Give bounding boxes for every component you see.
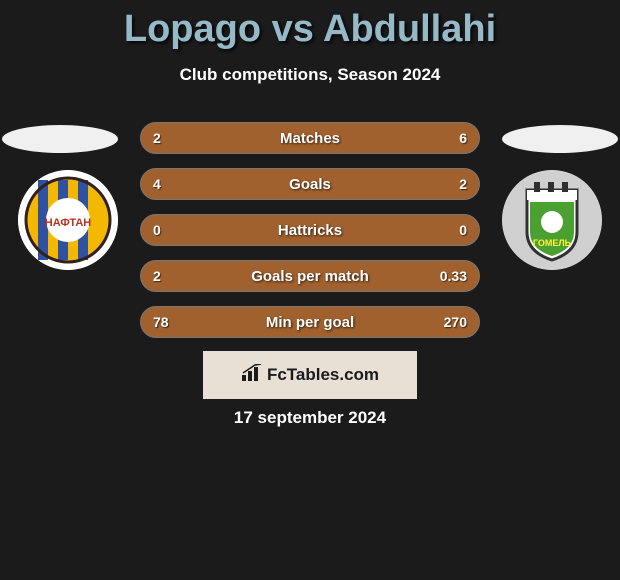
page-title: Lopago vs Abdullahi	[0, 0, 620, 51]
stat-left-value: 4	[153, 176, 189, 192]
stat-right-value: 0	[431, 222, 467, 238]
stat-label: Min per goal	[266, 314, 354, 331]
stat-left-value: 0	[153, 222, 189, 238]
stat-row-matches: 2 Matches 6	[140, 122, 480, 154]
right-team-badge-icon: ГОМЕЛЬ	[502, 170, 602, 270]
stat-row-gpm: 2 Goals per match 0.33	[140, 260, 480, 292]
right-team-ellipse	[502, 125, 618, 153]
stat-right-value: 270	[431, 314, 467, 330]
stat-left-value: 2	[153, 130, 189, 146]
date-text: 17 september 2024	[0, 408, 620, 428]
fctables-text: FcTables.com	[267, 365, 379, 385]
stat-label: Hattricks	[278, 222, 342, 239]
stat-right-value: 0.33	[431, 268, 467, 284]
stat-label: Matches	[280, 130, 340, 147]
svg-text:ГОМЕЛЬ: ГОМЕЛЬ	[533, 238, 572, 248]
stat-row-mpg: 78 Min per goal 270	[140, 306, 480, 338]
stat-right-value: 2	[431, 176, 467, 192]
stat-row-hattricks: 0 Hattricks 0	[140, 214, 480, 246]
page-subtitle: Club competitions, Season 2024	[0, 65, 620, 85]
stat-row-goals: 4 Goals 2	[140, 168, 480, 200]
fctables-branding: FcTables.com	[203, 351, 417, 399]
stat-left-value: 78	[153, 314, 189, 330]
stat-left-value: 2	[153, 268, 189, 284]
stat-right-value: 6	[431, 130, 467, 146]
chart-icon	[241, 364, 263, 387]
svg-text:НАФТАН: НАФТАН	[45, 217, 92, 229]
stats-container: 2 Matches 6 4 Goals 2 0 Hattricks 0 2 Go…	[140, 122, 480, 352]
stat-label: Goals	[289, 176, 331, 193]
stat-label: Goals per match	[251, 268, 369, 285]
left-team-badge-icon: НАФТАН	[18, 170, 118, 270]
right-team-logo: ГОМЕЛЬ	[502, 170, 602, 270]
left-team-ellipse	[2, 125, 118, 153]
left-team-logo: НАФТАН	[18, 170, 118, 270]
